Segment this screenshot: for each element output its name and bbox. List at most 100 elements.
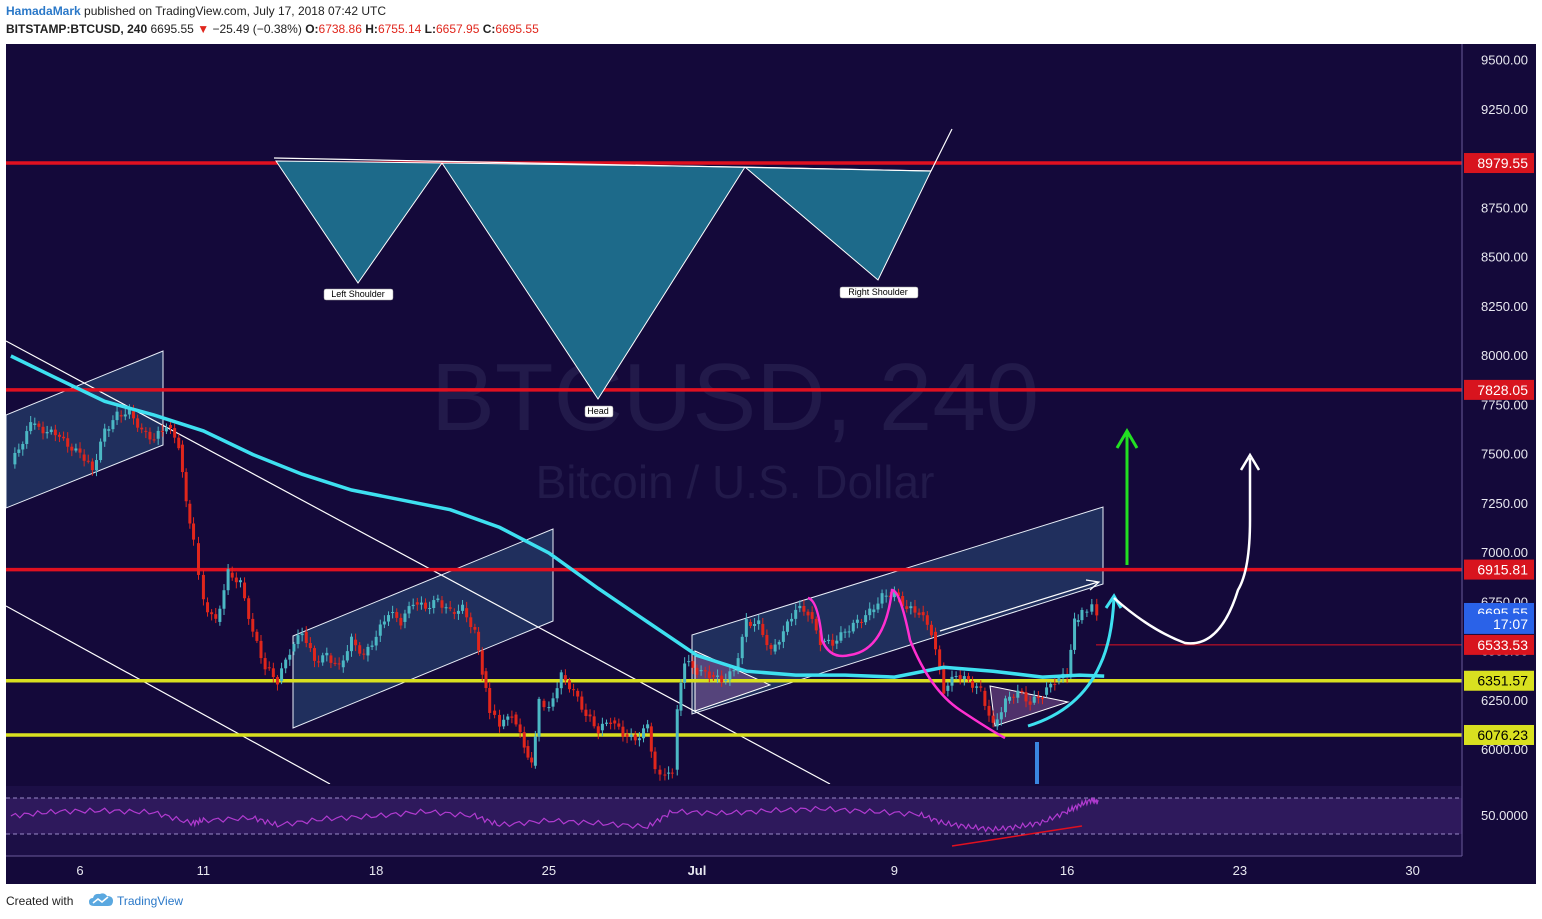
candle-257 <box>1069 649 1073 676</box>
candle-135 <box>567 680 571 690</box>
annotation-box-0 <box>323 288 394 301</box>
price-label-box-0 <box>1464 153 1534 174</box>
candle-151 <box>633 734 637 741</box>
candle-93 <box>395 612 399 618</box>
candle-74 <box>317 661 321 663</box>
candle-47 <box>206 602 210 613</box>
y-tick-10: 7000.00 <box>1481 545 1528 560</box>
publish-info: published on TradingView.com, July 17, 2… <box>84 4 387 18</box>
high-label: H: <box>365 22 378 36</box>
symbol-watermark: BTCUSD, 240 Bitcoin / U.S. Dollar <box>431 344 1039 508</box>
candle-23 <box>107 429 111 431</box>
candle-28 <box>127 407 131 415</box>
high-value: 6755.14 <box>377 22 422 36</box>
watermark-symbol: BTCUSD, 240 <box>431 344 1039 451</box>
open-value: 6738.86 <box>318 22 362 36</box>
y-tick-0: 9500.00 <box>1481 53 1528 68</box>
candle-46 <box>201 574 205 600</box>
candle-243 <box>1012 696 1016 698</box>
candle-200 <box>835 640 839 644</box>
candle-97 <box>411 604 415 607</box>
annotation-box-1 <box>584 405 614 418</box>
y-tick-14: 6000.00 <box>1481 742 1528 757</box>
candle-38 <box>169 424 173 429</box>
left-shoulder-shape <box>275 160 443 284</box>
candle-50 <box>218 608 222 622</box>
candle-45 <box>196 543 200 575</box>
candle-106 <box>448 607 452 609</box>
candle-240 <box>999 712 1003 720</box>
candle-155 <box>649 726 653 752</box>
candle-0 <box>13 452 17 465</box>
candle-75 <box>321 655 325 663</box>
x-tick-1: 11 <box>197 863 211 878</box>
candle-113 <box>477 631 481 651</box>
x-tick-0: 6 <box>76 863 83 878</box>
candle-261 <box>1085 611 1089 613</box>
candle-124 <box>522 732 526 748</box>
candle-170 <box>711 675 715 677</box>
candle-184 <box>769 645 773 649</box>
created-with-label: Created with <box>6 894 74 908</box>
cyan-curve <box>1027 597 1116 728</box>
candle-15 <box>74 448 78 451</box>
time-axis[interactable]: 6 11 18 25 Jul 9 16 23 30 <box>6 855 1462 878</box>
candle-87 <box>370 645 374 647</box>
candle-262 <box>1090 604 1094 612</box>
candle-207 <box>864 615 868 623</box>
candle-101 <box>428 608 432 610</box>
candle-247 <box>1028 701 1032 705</box>
candle-210 <box>876 603 880 610</box>
candle-234 <box>975 686 979 688</box>
candle-62 <box>267 667 271 669</box>
tradingview-brand-link[interactable]: TradingView <box>117 894 184 908</box>
x-tick-3: 25 <box>542 863 556 878</box>
candle-192 <box>802 605 806 612</box>
candle-5 <box>33 423 37 425</box>
candle-21 <box>99 441 103 461</box>
candle-51 <box>222 590 226 609</box>
candle-57 <box>247 598 251 619</box>
candle-94 <box>399 617 403 626</box>
candle-117 <box>493 710 497 715</box>
candle-76 <box>325 652 329 656</box>
candle-63 <box>271 668 275 678</box>
candle-178 <box>744 618 748 637</box>
candle-263 <box>1095 604 1099 616</box>
head-shape <box>441 162 746 400</box>
candle-109 <box>461 604 465 611</box>
candle-119 <box>502 719 506 727</box>
candle-238 <box>991 715 995 723</box>
symbol-label[interactable]: BITSTAMP:BTCUSD, 240 <box>6 22 148 36</box>
candle-25 <box>115 411 119 421</box>
candle-82 <box>349 636 353 652</box>
candle-103 <box>436 598 440 601</box>
low-value: 6657.95 <box>436 22 480 36</box>
candle-131 <box>551 698 555 707</box>
y-tick-4: 8500.00 <box>1481 250 1528 265</box>
candle-33 <box>148 431 152 440</box>
candle-102 <box>432 600 436 609</box>
candle-127 <box>533 736 537 766</box>
candle-208 <box>868 608 872 616</box>
candle-114 <box>480 650 484 675</box>
author-link[interactable]: HamadaMark <box>6 4 81 18</box>
price-label-box-7 <box>1464 724 1534 745</box>
candle-158 <box>663 774 667 776</box>
down-triangle-icon: ▼ <box>197 22 210 36</box>
candle-52 <box>226 569 230 591</box>
moving-average-line <box>10 354 1105 679</box>
candle-110 <box>465 608 469 618</box>
candle-190 <box>794 609 798 619</box>
candle-194 <box>810 612 814 619</box>
candle-203 <box>847 631 851 633</box>
candle-177 <box>740 636 744 659</box>
candle-235 <box>979 686 983 688</box>
neckline-extension <box>930 128 953 172</box>
candle-4 <box>29 422 33 432</box>
channel-2 <box>292 528 554 729</box>
candle-224 <box>934 631 938 650</box>
candle-159 <box>667 772 671 774</box>
candle-137 <box>576 690 580 697</box>
